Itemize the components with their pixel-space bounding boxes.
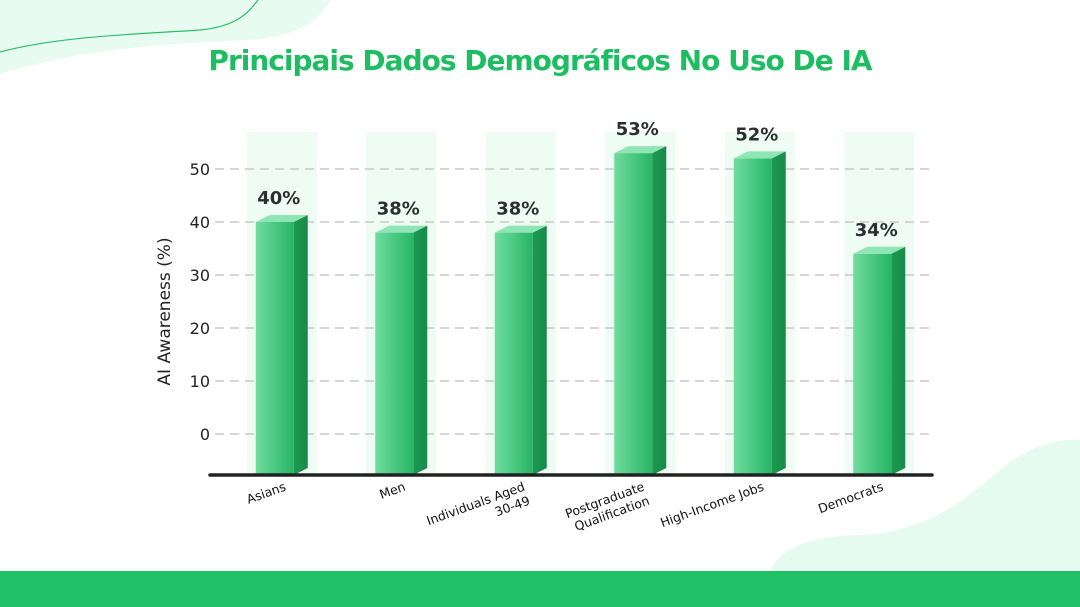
bar	[733, 158, 772, 475]
bar-top	[853, 246, 906, 254]
top-left-wave-line	[0, 0, 259, 53]
bar	[255, 222, 294, 475]
data-label: 52%	[735, 124, 778, 145]
data-label: 38%	[496, 199, 539, 220]
bar-side	[891, 246, 906, 475]
bar-side	[293, 215, 308, 475]
data-label: 40%	[257, 188, 300, 209]
footer-bar	[0, 571, 1080, 607]
bottom-right-wave-blob	[770, 439, 1080, 571]
bar-top	[733, 151, 786, 159]
y-tick-label: 50	[190, 160, 210, 179]
data-label: 53%	[616, 119, 659, 140]
bar-side	[413, 225, 428, 475]
page-title: Principais Dados Demográficos No Uso De …	[208, 44, 872, 77]
x-tick-label: High-Income Jobs	[658, 479, 766, 530]
y-tick-label: 0	[200, 425, 210, 444]
bar-side	[532, 225, 547, 475]
bar	[494, 232, 533, 475]
bar-top	[375, 225, 428, 233]
bar-top	[494, 225, 547, 233]
y-axis-label: AI Awareness (%)	[155, 237, 175, 385]
y-tick-label: 10	[190, 372, 210, 391]
bar-side	[652, 146, 667, 475]
bar	[375, 232, 414, 475]
y-tick-label: 20	[190, 319, 210, 338]
bar	[853, 253, 892, 475]
x-tick-label: Men	[377, 479, 407, 502]
bar-top	[614, 146, 667, 154]
top-left-wave-blob	[0, 0, 330, 74]
y-tick-label: 30	[190, 266, 210, 285]
x-tick-label: Democrats	[816, 479, 885, 516]
data-label: 34%	[855, 220, 898, 241]
x-tick-label: Asians	[244, 479, 287, 507]
y-tick-label: 40	[190, 213, 210, 232]
bar	[614, 153, 653, 475]
x-tick-label: Individuals Aged30-49	[424, 479, 532, 543]
x-tick-label: PostgraduateQualification	[563, 479, 652, 536]
bar-top	[255, 215, 308, 222]
bar-side	[771, 151, 786, 475]
data-label: 38%	[377, 199, 420, 220]
